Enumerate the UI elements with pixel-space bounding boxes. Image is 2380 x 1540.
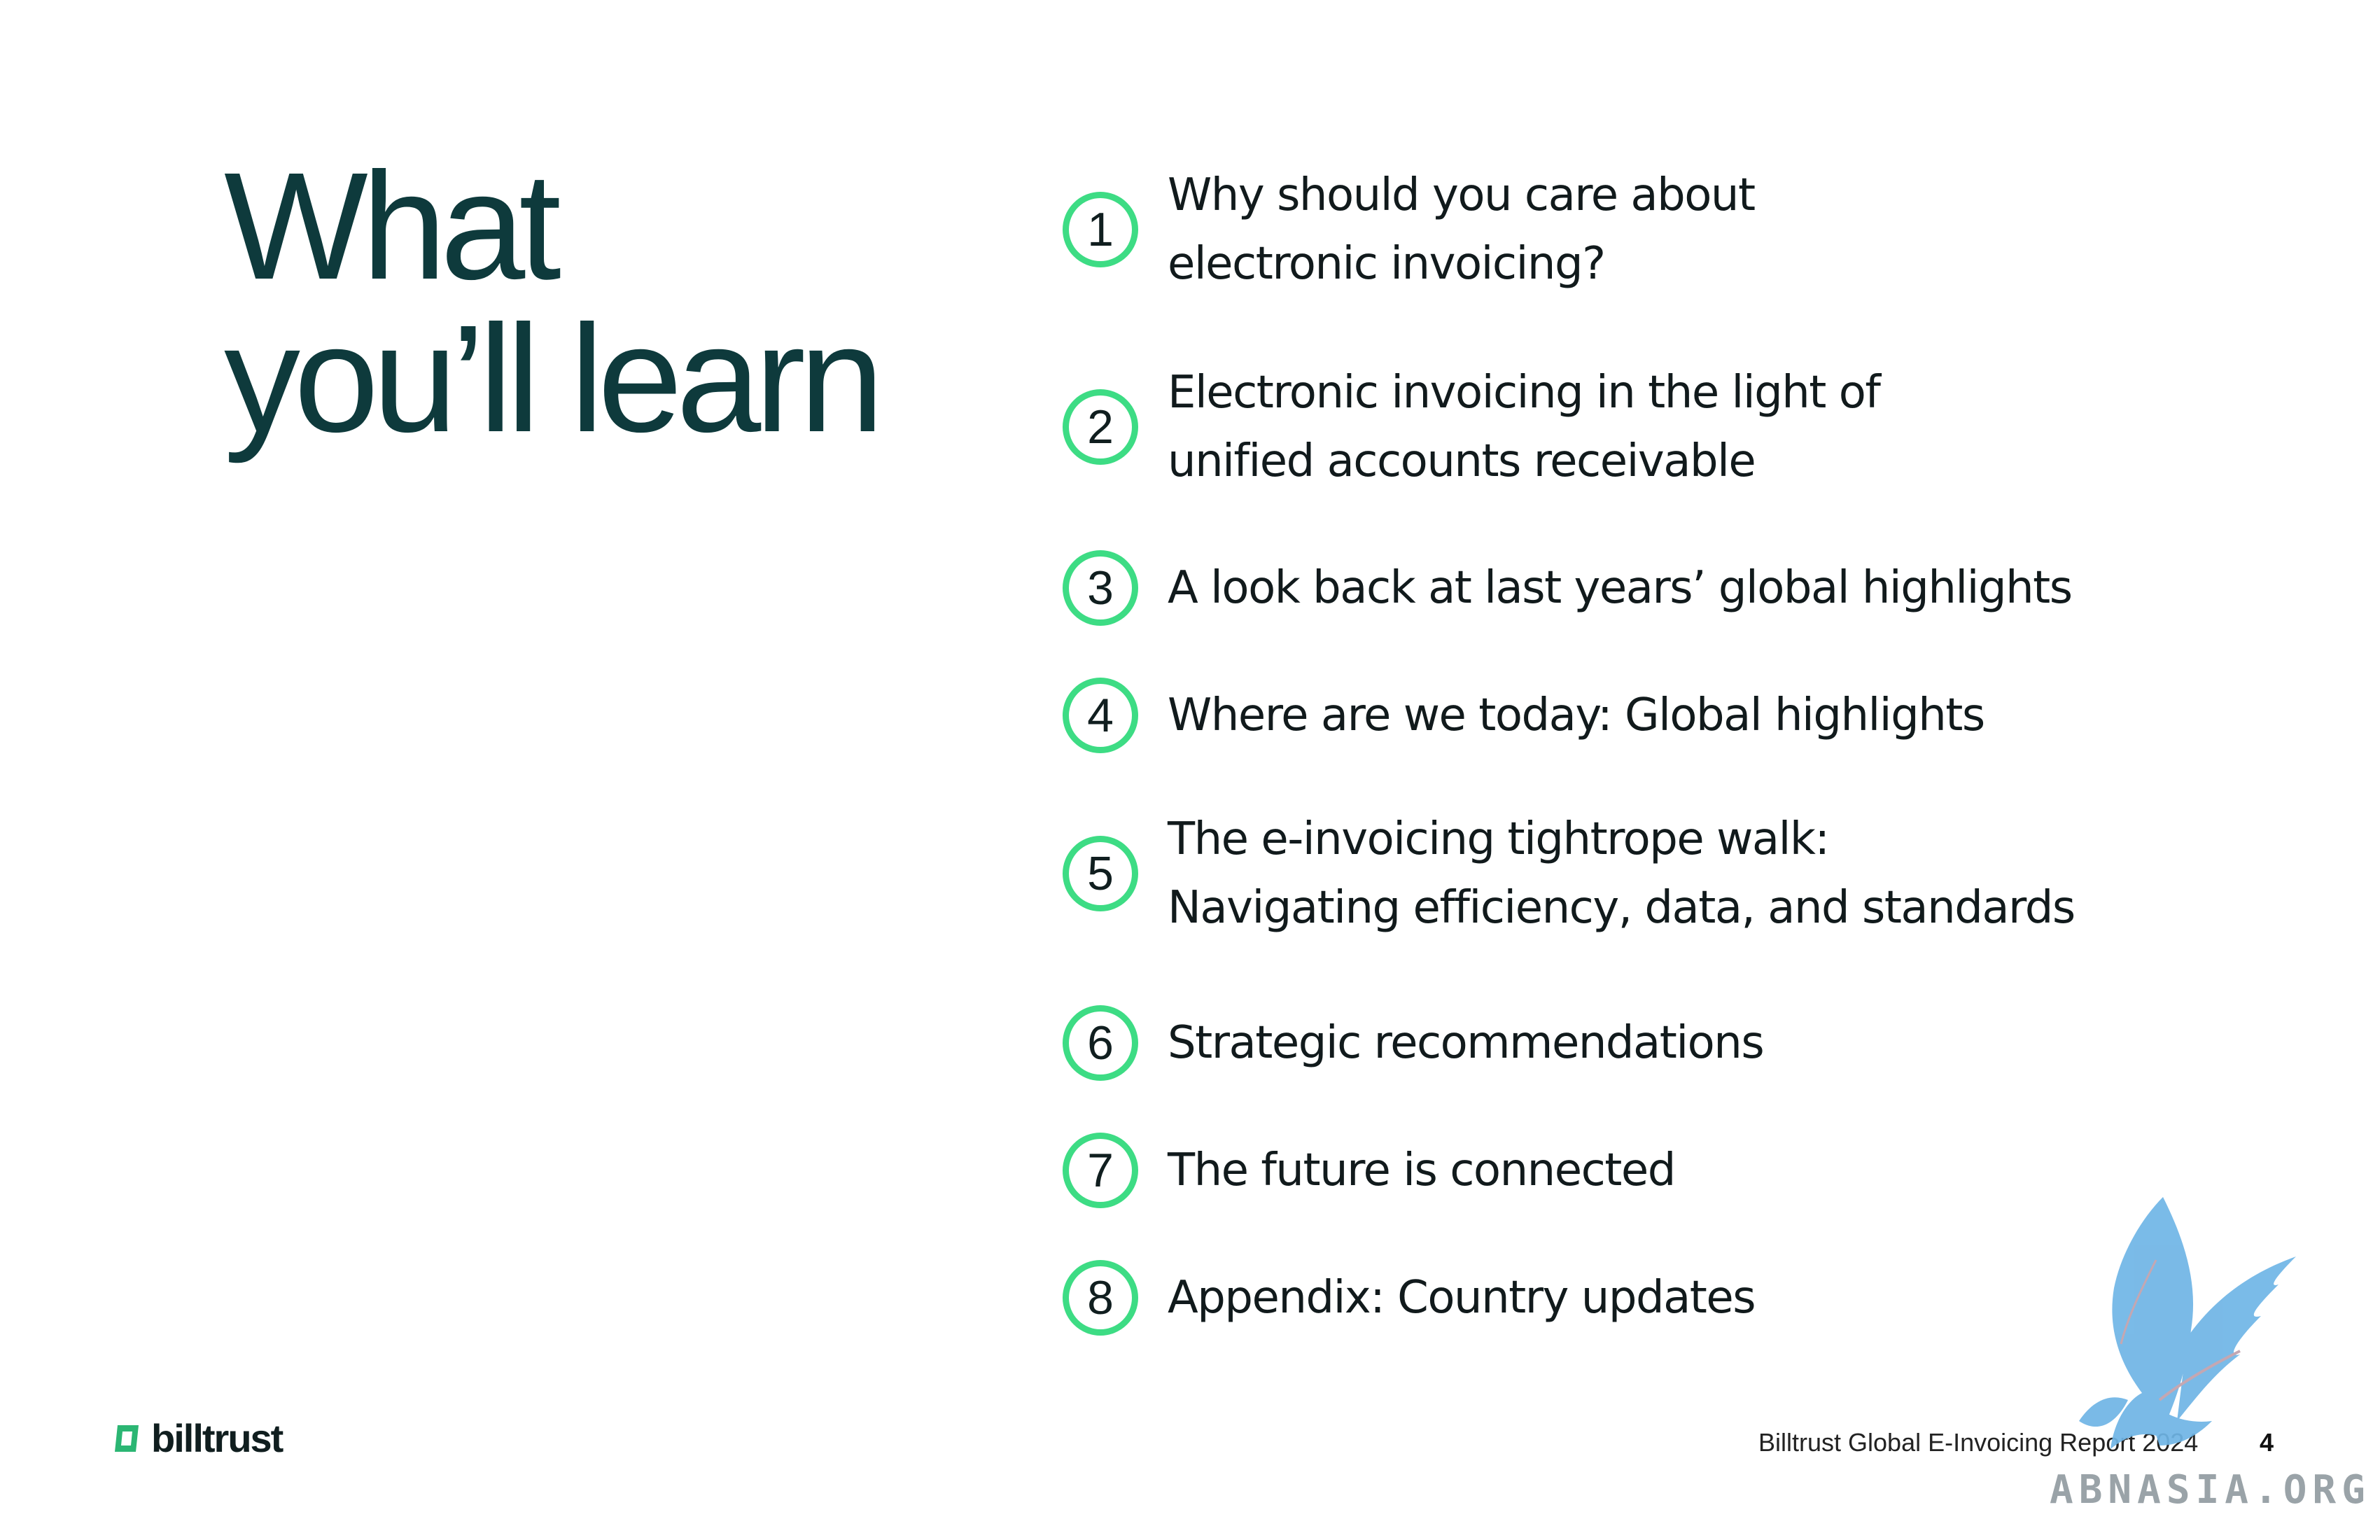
- toc-item-1[interactable]: 1 Why should you care about electronic i…: [1063, 161, 1756, 298]
- toc-item-4[interactable]: 4 Where are we today: Global highlights: [1063, 678, 1985, 753]
- toc-item-label: A look back at last years’ global highli…: [1168, 554, 2073, 622]
- toc-item-7[interactable]: 7 The future is connected: [1063, 1133, 1676, 1208]
- toc-item-5[interactable]: 5 The e-invoicing tightrope walk: Naviga…: [1063, 805, 2076, 942]
- billtrust-logo: billtrust: [111, 1415, 284, 1461]
- page-title-line-1: What: [224, 141, 561, 312]
- billtrust-logo-mark-icon: [115, 1424, 139, 1452]
- toc-number-badge: 2: [1063, 389, 1138, 465]
- toc-item-label: The e-invoicing tightrope walk: Navigati…: [1168, 805, 2076, 942]
- toc-number-badge: 4: [1063, 678, 1138, 753]
- toc-number-badge: 5: [1063, 836, 1138, 911]
- toc-number-badge: 3: [1063, 550, 1138, 626]
- toc-item-label-line: Appendix: Country updates: [1168, 1272, 1756, 1324]
- toc-item-label-line: electronic invoicing?: [1168, 238, 1606, 290]
- toc-number-badge: 8: [1063, 1260, 1138, 1336]
- toc-item-label-line: The future is connected: [1168, 1144, 1676, 1196]
- toc-item-label-line: Electronic invoicing in the light of: [1168, 367, 1881, 419]
- toc-item-label-line: unified accounts receivable: [1168, 435, 1756, 487]
- page-number: 4: [2260, 1428, 2274, 1457]
- toc-item-label-line: The e-invoicing tightrope walk:: [1168, 813, 1830, 865]
- page-title: What you’ll learn: [224, 141, 884, 464]
- table-of-contents: 1 Why should you care about electronic i…: [1063, 0, 2225, 1400]
- toc-item-label-line: Strategic recommendations: [1168, 1017, 1765, 1069]
- toc-item-label-line: Where are we today: Global highlights: [1168, 690, 1985, 741]
- toc-number-badge: 7: [1063, 1133, 1138, 1208]
- toc-item-3[interactable]: 3 A look back at last years’ global high…: [1063, 550, 2073, 626]
- toc-item-2[interactable]: 2 Electronic invoicing in the light of u…: [1063, 358, 1881, 496]
- toc-item-label: The future is connected: [1168, 1136, 1676, 1205]
- toc-item-label: Strategic recommendations: [1168, 1009, 1765, 1077]
- toc-item-label: Electronic invoicing in the light of uni…: [1168, 358, 1881, 496]
- toc-item-label-line: A look back at last years’ global highli…: [1168, 562, 2073, 614]
- logo-text: billtrust: [151, 1416, 284, 1460]
- toc-item-8[interactable]: 8 Appendix: Country updates: [1063, 1260, 1756, 1336]
- toc-item-label-line: Why should you care about: [1168, 169, 1756, 221]
- watermark-phoenix-icon: [2079, 1197, 2296, 1449]
- toc-number-badge: 6: [1063, 1005, 1138, 1081]
- toc-number-badge: 1: [1063, 192, 1138, 267]
- toc-item-label: Appendix: Country updates: [1168, 1264, 1756, 1332]
- toc-item-label: Where are we today: Global highlights: [1168, 681, 1985, 750]
- watermark-text: ABNASIA.ORG: [2050, 1467, 2371, 1513]
- toc-item-6[interactable]: 6 Strategic recommendations: [1063, 1005, 1765, 1081]
- page-title-line-2: you’ll learn: [224, 294, 884, 464]
- toc-item-label-line: Navigating efficiency, data, and standar…: [1168, 882, 2076, 934]
- toc-item-label: Why should you care about electronic inv…: [1168, 161, 1756, 298]
